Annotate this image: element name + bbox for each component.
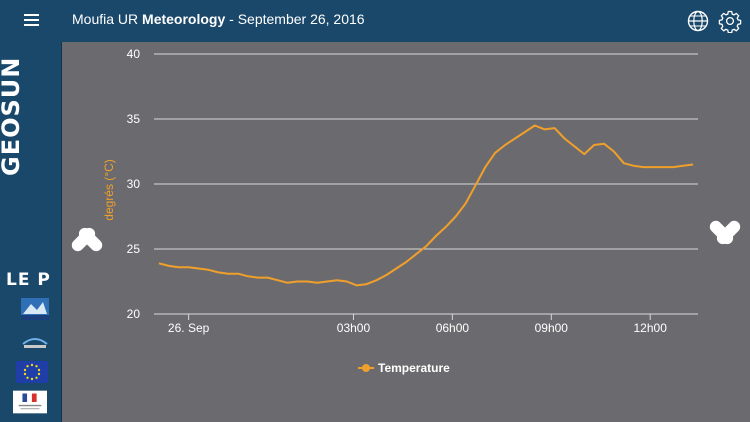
partner-logo-reunion-icon <box>21 298 49 320</box>
pill-arrow-right-icon <box>709 220 741 245</box>
partner-logo-region-icon <box>22 338 48 348</box>
x-tick-label: 12h00 <box>634 321 668 335</box>
temperature-series-line <box>158 124 694 287</box>
x-axis: 26. Sep 03h00 06h00 09h00 12h00 <box>168 314 667 335</box>
chart-grid <box>154 53 698 315</box>
y-tick-label: 25 <box>127 242 141 256</box>
lep-logo: LE P <box>6 270 51 290</box>
menu-button[interactable] <box>0 0 62 42</box>
x-tick-label: 26. Sep <box>168 321 210 335</box>
settings-button[interactable] <box>718 9 742 34</box>
temperature-chart: 20 25 30 35 40 26. Sep 03h00 06h00 09h00 12h00 d… <box>69 47 742 375</box>
title-station: Moufia UR <box>72 11 143 27</box>
next-day-button[interactable] <box>707 218 742 246</box>
y-axis-label: degrés (°C) <box>102 159 116 220</box>
y-tick-label: 20 <box>127 307 141 321</box>
x-tick-label: 03h00 <box>337 321 371 335</box>
legend-marker <box>362 364 370 372</box>
gear-icon <box>718 10 742 34</box>
sidebar: GEOSUN LE P <box>0 42 62 422</box>
x-tick-label: 09h00 <box>535 321 569 335</box>
y-tick-label: 35 <box>127 112 141 126</box>
legend-label: Temperature <box>378 361 450 375</box>
chart-legend[interactable]: Temperature <box>358 361 450 375</box>
geosun-logo: GEOSUN <box>0 56 25 176</box>
globe-icon <box>687 10 709 32</box>
pill-arrow-left-icon <box>71 227 103 252</box>
title-date: - September 26, 2016 <box>225 11 365 27</box>
y-axis: 20 25 30 35 40 <box>127 47 141 321</box>
menu-icon-line <box>24 19 39 21</box>
top-bar: Moufia UR Meteorology - September 26, 20… <box>0 0 750 42</box>
menu-icon-line <box>24 24 39 26</box>
title-category: Meteorology <box>142 11 226 27</box>
y-tick-label: 40 <box>127 47 141 61</box>
eu-flag-icon <box>16 361 48 383</box>
prev-day-button[interactable] <box>69 225 104 253</box>
x-tick-label: 06h00 <box>436 321 470 335</box>
french-republic-logo-icon <box>13 390 47 414</box>
menu-icon <box>24 14 39 16</box>
y-tick-label: 30 <box>127 177 141 191</box>
page-title: Moufia UR Meteorology - September 26, 20… <box>72 0 365 42</box>
language-button[interactable] <box>686 9 710 33</box>
